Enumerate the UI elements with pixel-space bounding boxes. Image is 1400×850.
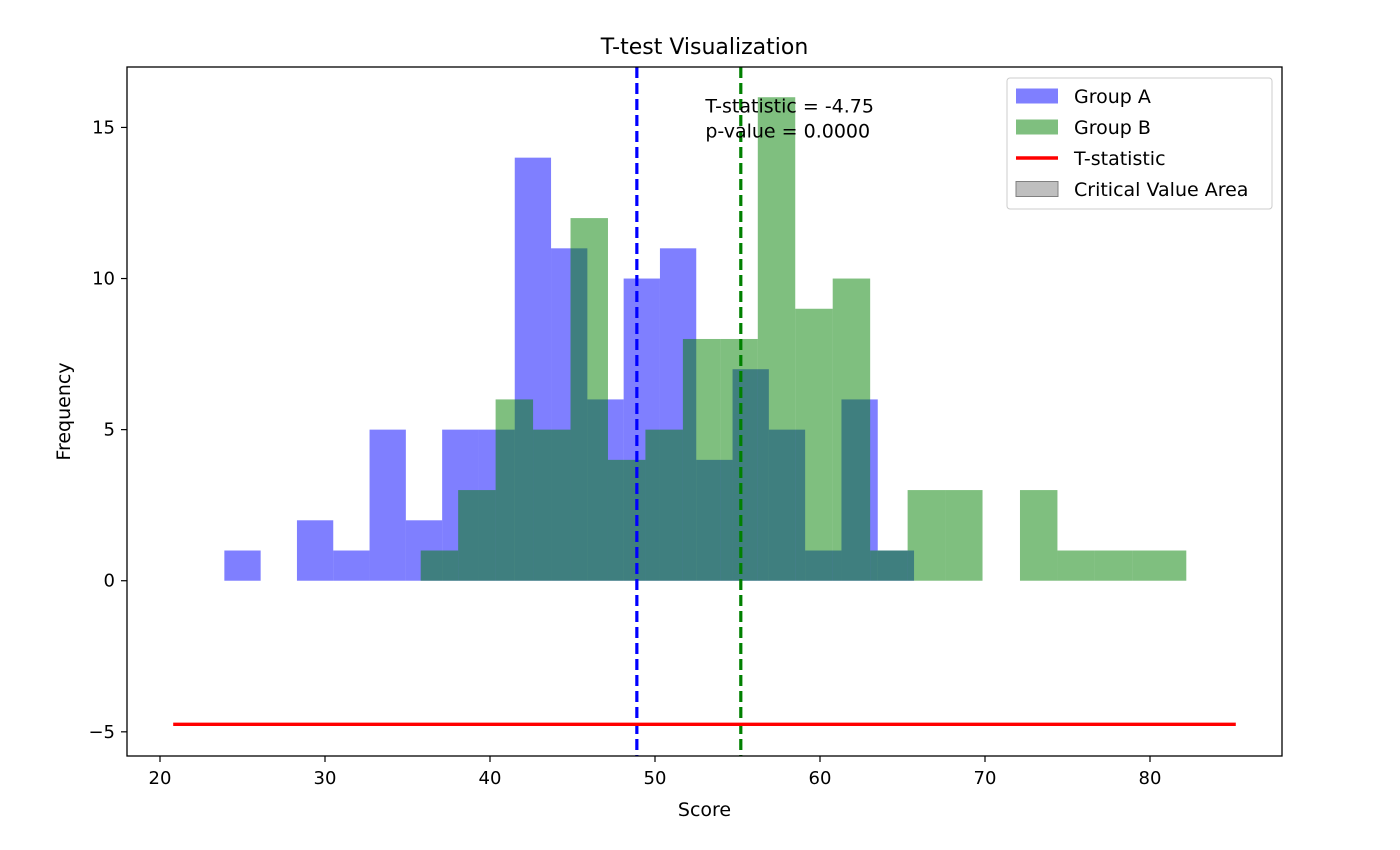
y-tick-label: 10 xyxy=(92,269,115,290)
chart-title: T-test Visualization xyxy=(600,35,809,60)
group-b-bar-9 xyxy=(757,97,796,581)
p-value-annotation: p-value = 0.0000 xyxy=(705,120,870,142)
group-a-bar-0 xyxy=(224,550,261,581)
group-b-bar-7 xyxy=(682,338,721,581)
group-b-bar-2 xyxy=(495,399,534,581)
legend-label-t-statistic: T-statistic xyxy=(1073,148,1166,170)
y-axis-ticks: −5 0 5 10 15 xyxy=(88,117,127,743)
legend-label-group-a: Group A xyxy=(1074,86,1151,108)
group-b-bar-3 xyxy=(533,429,571,581)
t-statistic-annotation: T-statistic = -4.75 xyxy=(704,95,874,117)
group-b-bar-13 xyxy=(907,490,946,581)
legend-label-critical-area: Critical Value Area xyxy=(1074,179,1248,201)
legend-swatch-critical-area xyxy=(1015,181,1059,197)
x-tick-label: 40 xyxy=(479,768,502,789)
x-tick-label: 50 xyxy=(644,768,667,789)
x-tick-label: 80 xyxy=(1139,768,1162,789)
x-tick-label: 60 xyxy=(809,768,832,789)
group-b-bars xyxy=(420,97,1187,581)
y-tick-label: 15 xyxy=(92,117,115,138)
group-b-bar-6 xyxy=(645,429,683,581)
group-b-bar-4 xyxy=(570,218,608,581)
legend: Group A Group B T-statistic Critical Val… xyxy=(1006,77,1273,210)
plot-frame xyxy=(126,66,1283,757)
group-b-bar-12 xyxy=(870,550,908,581)
group-b-bar-5 xyxy=(607,459,646,581)
group-b-bar-16 xyxy=(1019,490,1058,581)
group-a-bar-4 xyxy=(369,429,406,581)
x-tick-label: 20 xyxy=(149,768,172,789)
x-tick-label: 70 xyxy=(974,768,997,789)
group-b-bar-10 xyxy=(795,308,833,581)
group-a-bar-2 xyxy=(296,520,334,581)
group-b-bar-14 xyxy=(945,490,983,581)
group-b-bar-0 xyxy=(420,550,459,581)
group-b-bar-17 xyxy=(1057,550,1095,581)
x-axis-label: Score xyxy=(678,799,731,821)
y-tick-label: 5 xyxy=(104,420,115,441)
legend-label-group-b: Group B xyxy=(1074,117,1151,139)
legend-box xyxy=(1006,77,1273,210)
x-tick-label: 30 xyxy=(314,768,337,789)
legend-swatch-group-a xyxy=(1016,88,1058,104)
y-tick-label: −5 xyxy=(88,722,115,743)
y-axis-label: Frequency xyxy=(53,362,75,460)
group-b-bar-18 xyxy=(1094,550,1133,581)
group-b-bar-11 xyxy=(832,278,871,581)
group-b-bar-1 xyxy=(458,490,496,581)
group-b-bar-19 xyxy=(1132,550,1187,581)
x-axis-ticks: 20 30 40 50 60 70 80 xyxy=(149,756,1162,789)
legend-swatch-group-b xyxy=(1016,119,1058,135)
group-b-bar-8 xyxy=(720,338,758,581)
group-a-bar-3 xyxy=(333,550,370,581)
y-tick-label: 0 xyxy=(104,571,115,592)
